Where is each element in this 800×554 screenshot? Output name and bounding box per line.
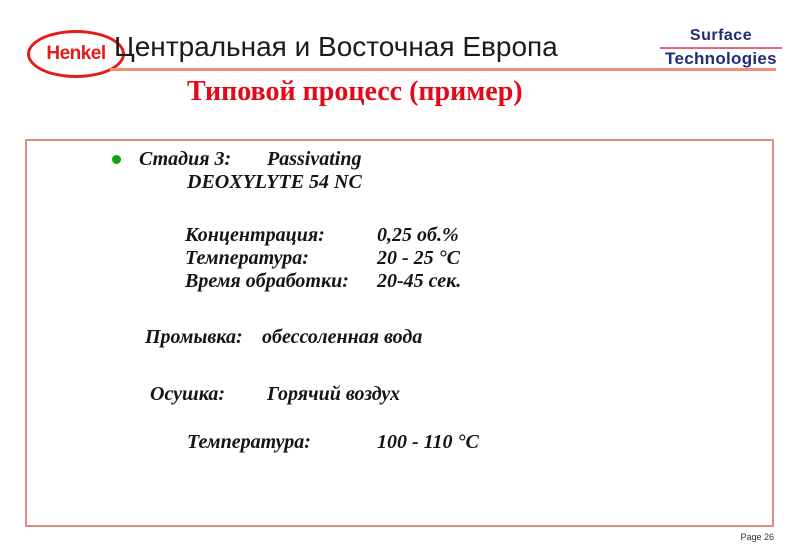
parameter-label: Температура: [185, 247, 309, 269]
stage-process: Passivating [267, 148, 362, 170]
parameter-label: Концентрация: [185, 224, 325, 246]
stage-row: Стадия 3: Passivating [139, 148, 361, 170]
henkel-logo-text: Henkel [46, 43, 106, 64]
parameter-row-treatment-time: Время обработки: 20-45 сек. [185, 270, 461, 292]
content-box: Стадия 3: Passivating DEOXYLYTE 54 NC Ко… [25, 139, 774, 527]
slide-title: Типовой процесс (пример) [187, 76, 523, 107]
parameter-row-concentration: Концентрация: 0,25 об.% [185, 224, 459, 246]
drying-temperature-row: Температура: 100 - 110 °C [187, 431, 479, 453]
rinse-label: Промывка: [145, 326, 243, 348]
header-divider-line [110, 68, 776, 71]
drying-row: Осушка: Горячий воздух [150, 383, 400, 405]
drying-label: Осушка: [150, 383, 226, 405]
parameter-label: Время обработки: [185, 270, 349, 292]
brand-word-technologies: Technologies [665, 48, 777, 68]
page-number: Page 26 [740, 532, 774, 542]
drying-temperature-label: Температура: [187, 431, 311, 453]
header-title: Центральная и Восточная Европа [114, 31, 558, 62]
stage-label: Стадия 3: [139, 148, 232, 170]
surface-technologies-logo: Surface Technologies [650, 27, 792, 68]
parameter-row-temperature: Температура: 20 - 25 °C [185, 247, 460, 269]
rinse-value: обессоленная вода [262, 326, 423, 348]
drying-temperature-value: 100 - 110 °C [377, 431, 479, 453]
brand-word-surface: Surface [660, 27, 782, 49]
parameter-value: 20-45 сек. [377, 270, 462, 292]
bullet-icon [112, 155, 121, 164]
parameter-value: 0,25 об.% [377, 224, 459, 246]
henkel-logo: Henkel [27, 30, 125, 78]
product-name: DEOXYLYTE 54 NC [187, 171, 362, 193]
drying-value: Горячий воздух [267, 383, 401, 405]
parameter-value: 20 - 25 °C [377, 247, 460, 269]
rinse-row: Промывка: обессоленная вода [145, 326, 422, 348]
